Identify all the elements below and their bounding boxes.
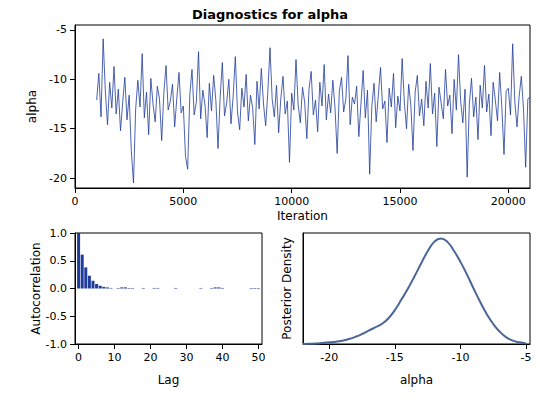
- svg-text:-5: -5: [56, 23, 67, 36]
- svg-text:-0.5: -0.5: [46, 310, 67, 323]
- svg-text:Autocorrelation: Autocorrelation: [29, 242, 43, 334]
- svg-text:Posterior Density: Posterior Density: [280, 237, 294, 339]
- svg-text:-15: -15: [386, 351, 404, 364]
- svg-text:0.5: 0.5: [50, 254, 68, 267]
- svg-text:0: 0: [72, 195, 79, 208]
- svg-text:-20: -20: [320, 351, 338, 364]
- svg-text:1.0: 1.0: [50, 227, 68, 240]
- svg-text:10: 10: [108, 351, 122, 364]
- svg-text:Diagnostics for alpha: Diagnostics for alpha: [192, 7, 348, 22]
- svg-text:20000: 20000: [491, 195, 526, 208]
- svg-text:0: 0: [75, 351, 82, 364]
- svg-text:15000: 15000: [383, 195, 418, 208]
- svg-text:-15: -15: [49, 122, 67, 135]
- svg-text:alpha: alpha: [400, 373, 433, 387]
- svg-text:40: 40: [215, 351, 229, 364]
- svg-text:0.0: 0.0: [50, 282, 68, 295]
- svg-text:10000: 10000: [274, 195, 309, 208]
- svg-text:alpha: alpha: [25, 90, 39, 123]
- svg-text:-1.0: -1.0: [46, 338, 67, 351]
- svg-text:-10: -10: [451, 351, 469, 364]
- svg-text:-5: -5: [521, 351, 532, 364]
- svg-text:50: 50: [251, 351, 265, 364]
- svg-text:Lag: Lag: [158, 373, 180, 387]
- svg-text:-10: -10: [49, 73, 67, 86]
- svg-text:Iteration: Iteration: [277, 209, 328, 223]
- svg-text:30: 30: [179, 351, 193, 364]
- svg-text:-20: -20: [49, 172, 67, 185]
- svg-text:20: 20: [144, 351, 158, 364]
- svg-text:5000: 5000: [169, 195, 197, 208]
